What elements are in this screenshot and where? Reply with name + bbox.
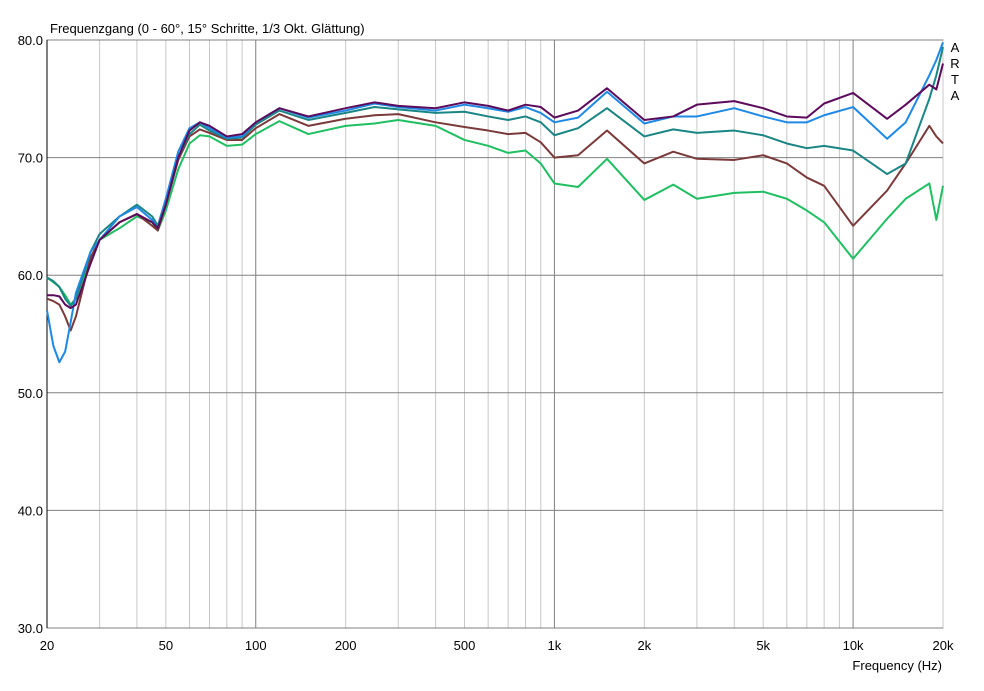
y-tick-label: 40.0: [18, 503, 43, 518]
x-tick-label: 10k: [843, 638, 864, 653]
x-axis-label: Frequency (Hz): [852, 658, 942, 673]
chart-title: Frequenzgang (0 - 60°, 15° Schritte, 1/3…: [50, 21, 365, 36]
y-tick-label: 60.0: [18, 268, 43, 283]
y-tick-label: 70.0: [18, 151, 43, 166]
x-tick-label: 200: [335, 638, 357, 653]
x-tick-label: 1k: [548, 638, 562, 653]
x-tick-label: 50: [159, 638, 173, 653]
series-line: [46, 118, 944, 306]
x-tick-label: 500: [454, 638, 476, 653]
series-line: [46, 41, 944, 364]
x-tick-label: 100: [245, 638, 267, 653]
series-line: [47, 63, 944, 310]
y-tick-label: 50.0: [18, 386, 43, 401]
y-tick-label: 30.0: [18, 621, 43, 636]
x-tick-label: 20k: [933, 638, 954, 653]
plot-area: [46, 39, 944, 629]
x-tick-label: 20: [40, 638, 54, 653]
x-tick-label: 5k: [756, 638, 770, 653]
x-tick-label: 2k: [637, 638, 651, 653]
y-tick-label: 80.0: [18, 33, 43, 48]
annotation: ARTA: [950, 40, 960, 103]
